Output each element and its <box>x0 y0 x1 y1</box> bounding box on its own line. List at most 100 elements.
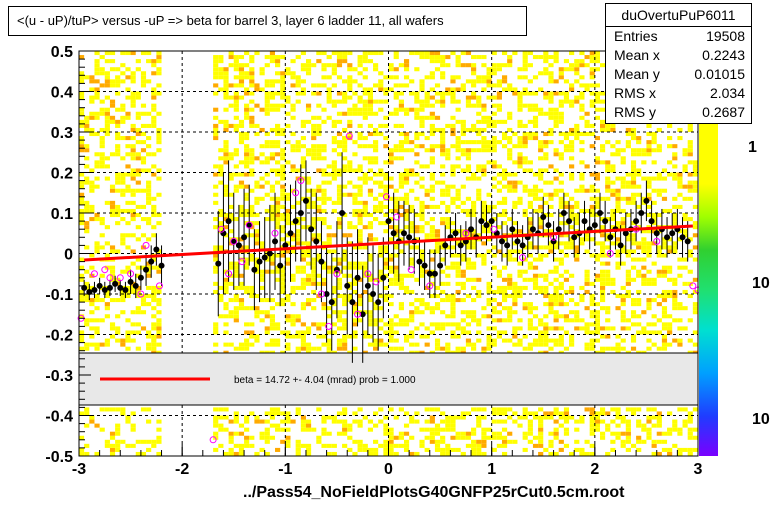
hist-cell <box>589 342 595 347</box>
hist-cell <box>99 111 105 116</box>
hist-cell <box>625 423 631 428</box>
hist-cell <box>321 51 327 56</box>
hist-cell <box>311 257 317 262</box>
hist-cell <box>305 342 312 347</box>
hist-cell <box>342 346 348 351</box>
hist-cell <box>362 115 368 120</box>
hist-cell <box>109 322 116 327</box>
hist-cell <box>125 285 131 290</box>
hist-cell <box>450 330 456 335</box>
hist-cell <box>342 156 348 161</box>
hist-cell <box>352 208 358 213</box>
hist-cell <box>393 123 399 128</box>
hist-cell <box>532 273 539 278</box>
hist-cell <box>548 326 554 331</box>
hist-cell <box>641 423 647 428</box>
hist-cell <box>275 55 281 60</box>
hist-cell <box>625 431 631 436</box>
hist-cell <box>305 107 312 112</box>
hist-cell <box>512 172 518 177</box>
hist-cell <box>630 176 637 181</box>
hist-cell <box>620 326 626 331</box>
hist-cell <box>532 342 539 347</box>
hist-cell <box>615 225 621 230</box>
hist-cell <box>636 447 642 452</box>
hist-cell <box>682 419 688 424</box>
hist-cell <box>496 200 502 205</box>
hist-cell <box>460 63 466 68</box>
point-marker <box>571 234 578 241</box>
hist-cell <box>434 249 441 254</box>
hist-cell <box>440 200 446 205</box>
hist-cell <box>599 217 606 222</box>
open-marker <box>317 290 325 298</box>
hist-cell <box>646 306 652 311</box>
hist-cell <box>625 294 631 299</box>
hist-cell <box>140 302 147 307</box>
hist-cell <box>630 249 637 254</box>
hist-cell <box>605 281 611 286</box>
hist-cell <box>460 326 466 331</box>
hist-cell <box>233 148 239 153</box>
hist-cell <box>89 87 95 92</box>
hist-cell <box>563 253 570 258</box>
hist-cell <box>512 132 518 137</box>
hist-cell <box>434 342 441 347</box>
hist-cell <box>584 164 590 169</box>
hist-cell <box>491 144 497 149</box>
hist-cell <box>280 55 286 60</box>
hist-cell <box>383 196 389 201</box>
hist-cell <box>378 192 384 197</box>
hist-cell <box>527 277 533 282</box>
hist-cell <box>605 188 611 193</box>
hist-cell <box>398 213 404 218</box>
hist-cell <box>388 277 394 282</box>
profile-point <box>385 172 392 270</box>
hist-cell <box>512 419 518 424</box>
hist-cell <box>465 176 472 181</box>
hist-cell <box>450 51 456 56</box>
hist-cell <box>140 310 147 315</box>
hist-cell <box>661 314 668 319</box>
hist-cell <box>476 111 482 116</box>
hist-cell <box>450 91 456 96</box>
hist-cell <box>84 180 90 185</box>
hist-cell <box>326 237 332 242</box>
hist-cell <box>342 127 348 132</box>
hist-cell <box>589 407 595 412</box>
hist-cell <box>218 168 224 173</box>
hist-cell <box>429 160 435 165</box>
hist-cell <box>646 245 652 250</box>
hist-cell <box>491 111 497 116</box>
hist-cell <box>120 115 126 120</box>
profile-point <box>81 279 88 297</box>
hist-cell <box>146 273 152 278</box>
hist-cell <box>94 330 100 335</box>
hist-cell <box>501 277 508 282</box>
hist-cell <box>275 200 281 205</box>
hist-cell <box>218 87 224 92</box>
hist-cell <box>543 180 549 185</box>
hist-cell <box>646 435 652 440</box>
hist-cell <box>687 180 693 185</box>
hist-cell <box>527 200 533 205</box>
hist-cell <box>264 156 270 161</box>
hist-cell <box>429 257 435 262</box>
hist-cell <box>512 330 518 335</box>
hist-cell <box>409 91 415 96</box>
hist-cell <box>481 200 487 205</box>
hist-cell <box>233 443 239 448</box>
hist-cell <box>104 342 110 347</box>
profile-point <box>256 221 263 303</box>
hist-cell <box>486 314 492 319</box>
hist-cell <box>388 326 394 331</box>
hist-cell <box>450 229 456 234</box>
hist-cell <box>682 148 688 153</box>
hist-cell <box>656 273 662 278</box>
hist-cell <box>501 289 508 294</box>
hist-cell <box>213 83 219 88</box>
hist-cell <box>238 306 245 311</box>
hist-cell <box>512 51 518 56</box>
hist-cell <box>316 59 322 64</box>
hist-cell <box>434 439 441 444</box>
